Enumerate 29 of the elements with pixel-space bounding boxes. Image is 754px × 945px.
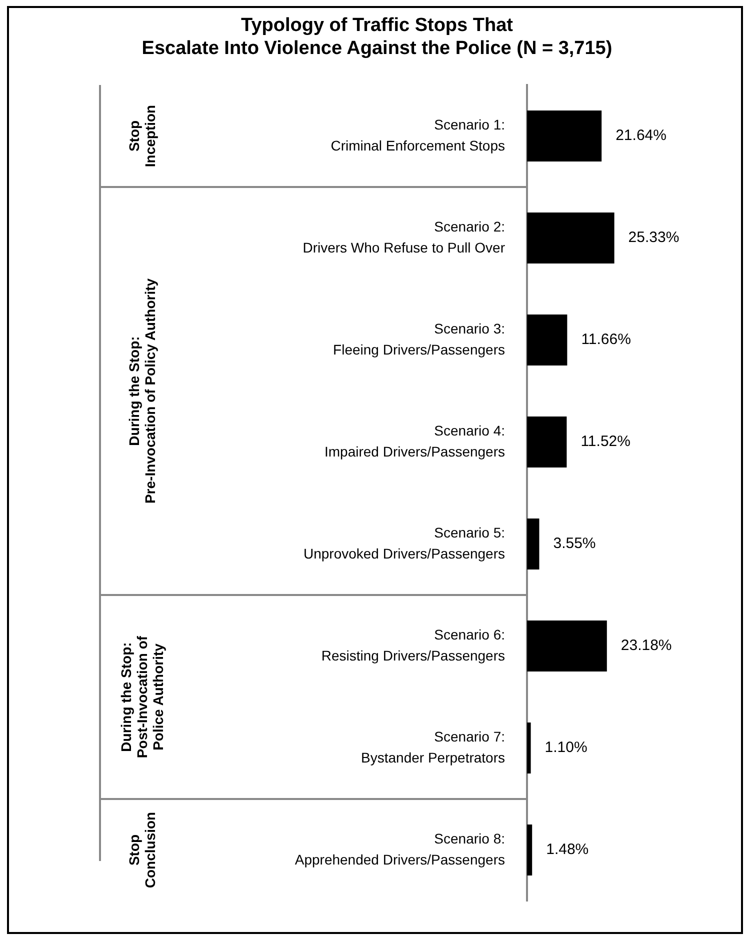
bar (527, 314, 568, 366)
y-tick-label: Scenario 6: Resisting Drivers/Passengers (321, 626, 505, 664)
data-label: 25.33% (628, 229, 680, 246)
y-tick-label: Scenario 5: Unprovoked Drivers/Passengers (303, 524, 505, 562)
text: During the Stop: Post-Invocation of Police Authority (118, 636, 166, 758)
data-label: 11.52% (580, 433, 630, 450)
bar (527, 518, 540, 570)
y-tick-label: Scenario 2: Drivers Who Refuse to Pull Over (302, 218, 506, 256)
bar (527, 416, 567, 468)
bar (527, 110, 602, 162)
text: Stop Conclusion (126, 812, 158, 888)
y-tick-label: Scenario 8: Apprehended Drivers/Passengers (294, 830, 505, 868)
bar (527, 620, 607, 672)
data-label: 23.18% (620, 637, 672, 654)
y-tick-label: Scenario 1: Criminal Enforcement Stops (330, 116, 505, 154)
data-label: 11.66% (581, 331, 631, 348)
data-label: 21.64% (616, 127, 666, 144)
data-label: 3.55% (553, 535, 596, 552)
bar (527, 212, 614, 264)
data-label: 1.10% (544, 739, 588, 756)
text: Stop Inception (126, 104, 158, 168)
text: During the Stop: Pre-Invocation of Policy Authority (126, 278, 158, 504)
chart-title: Typology of Traffic Stops That Escalate Into Violence Against the Police (N = 3,715) (140, 14, 614, 60)
y-tick-label: Scenario 4: Impaired Drivers/Passengers (324, 422, 505, 460)
data-label: 1.48% (546, 841, 589, 858)
bar (527, 824, 532, 876)
y-tick-label: Scenario 3: Fleeing Drivers/Passengers (333, 320, 505, 358)
bar (527, 722, 531, 774)
y-tick-label: Scenario 7: Bystander Perpetrators (361, 728, 505, 766)
